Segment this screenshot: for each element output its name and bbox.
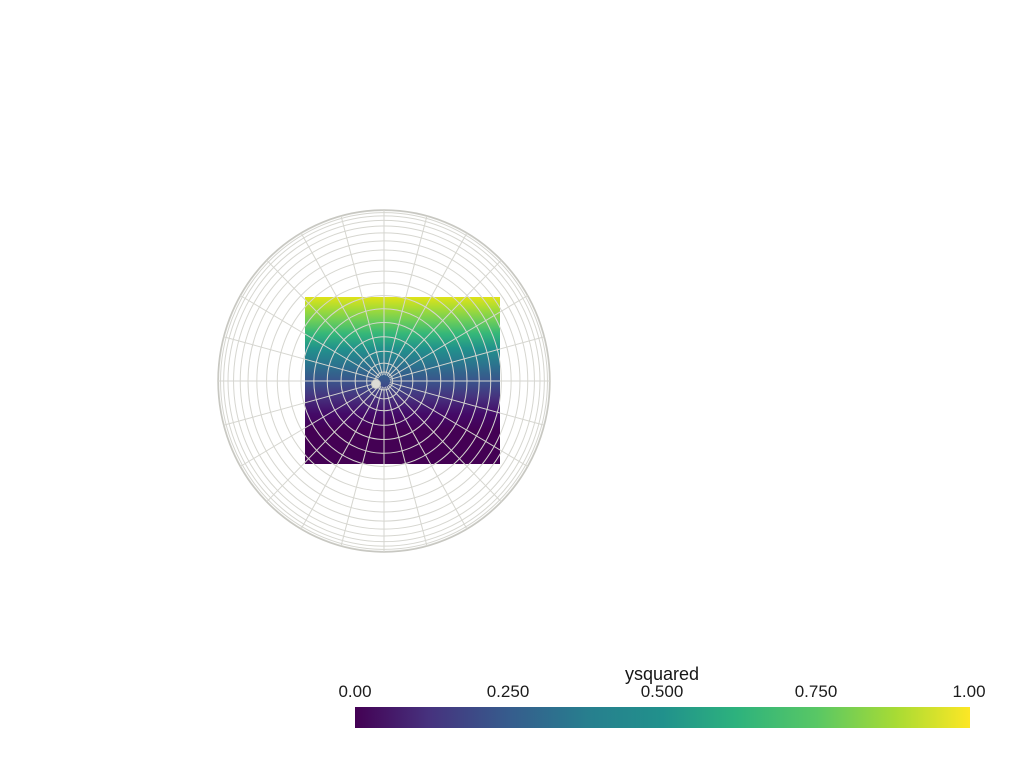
colorbar-tick-label-3: 0.750 <box>794 682 838 701</box>
sphere-pole-point <box>371 379 381 389</box>
colorbar <box>355 707 970 728</box>
colorbar-tick-label-0: 0.00 <box>338 682 372 701</box>
colorbar-tick-label-1: 0.250 <box>486 682 530 701</box>
colorbar-tick-label-4: 1.00 <box>952 682 986 701</box>
colorbar-tick-label-2: 0.500 <box>640 682 684 701</box>
colorbar-title: ysquared <box>624 664 700 684</box>
colorbar-gradient-bar <box>355 707 970 728</box>
sphere-wireframe-mesh[interactable] <box>217 209 551 553</box>
